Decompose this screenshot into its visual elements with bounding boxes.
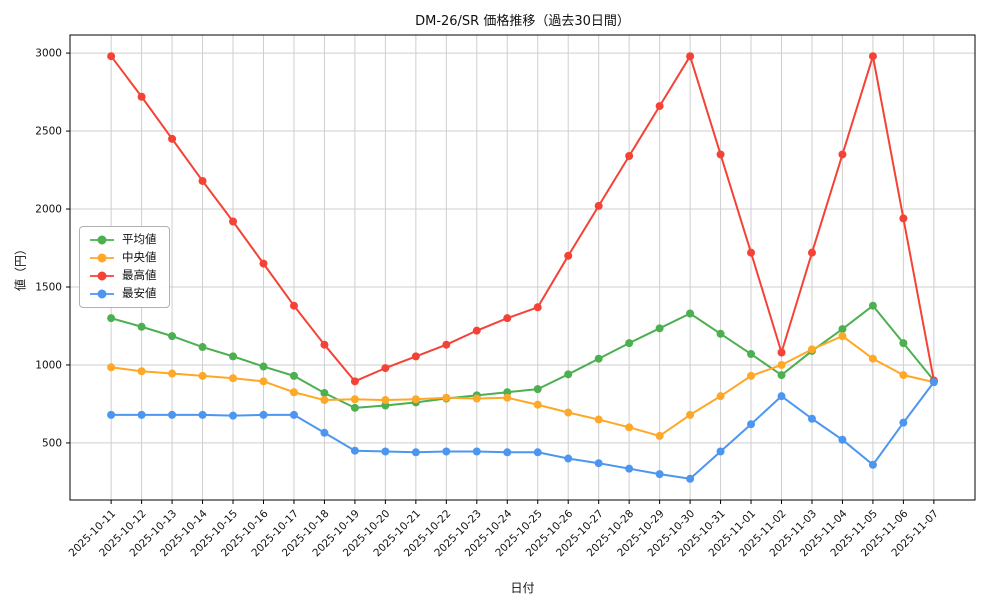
- legend-marker-min: [90, 289, 114, 299]
- legend-marker-average: [90, 235, 114, 245]
- legend-label-min: 最安値: [122, 286, 157, 301]
- legend-item-max: 最高値: [89, 270, 157, 282]
- svg-text:2500: 2500: [35, 126, 62, 138]
- legend-item-median: 中央値: [89, 252, 157, 264]
- svg-text:1000: 1000: [35, 359, 62, 371]
- svg-text:500: 500: [42, 437, 62, 449]
- legend-label-average: 平均値: [122, 232, 157, 247]
- legend: 平均値 中央値 最高値 最安値: [79, 226, 170, 308]
- legend-item-min: 最安値: [89, 288, 157, 300]
- x-axis-label: 日付: [510, 581, 535, 595]
- legend-marker-max: [90, 271, 114, 281]
- legend-item-average: 平均値: [89, 234, 157, 246]
- chart-title: DM-26/SR 価格推移（過去30日間）: [415, 14, 630, 29]
- legend-marker-median: [90, 253, 114, 263]
- y-axis-label: 値（円）: [13, 242, 28, 292]
- svg-text:3000: 3000: [35, 48, 62, 60]
- legend-label-median: 中央値: [122, 250, 157, 265]
- svg-text:1500: 1500: [35, 281, 62, 293]
- svg-text:2000: 2000: [35, 204, 62, 216]
- legend-label-max: 最高値: [122, 268, 157, 283]
